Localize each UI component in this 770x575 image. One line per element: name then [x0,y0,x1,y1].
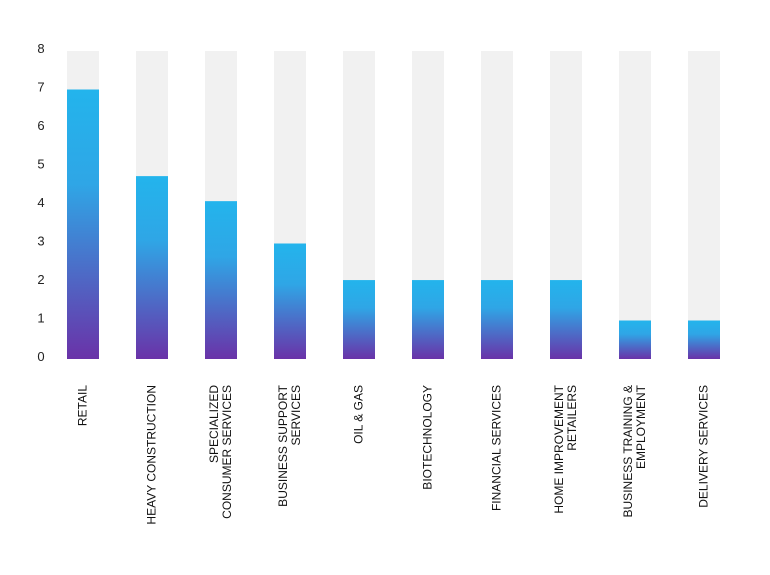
x-tick-label-line: BUSINESS SUPPORT [276,384,290,506]
x-tick-label: BUSINESS SUPPORT SERVICES [276,384,303,506]
y-tick-label: 8 [37,41,44,56]
x-tick-label-line: RETAILERS [565,385,579,451]
x-tick-label-line: BIOTECHNOLOGY [421,385,435,490]
y-tick-label: 5 [37,157,44,172]
bar [481,280,513,359]
bar [274,243,306,359]
x-tick-label-line: DELIVERY SERVICES [697,385,711,508]
x-tick-label-line: BUSINESS TRAINING & [621,385,635,517]
x-tick-label-line: SERVICES [289,385,303,445]
x-tick-label-line: FINANCIAL SERVICES [490,385,504,511]
y-tick-label: 6 [37,118,44,133]
x-tick-label-line: CONSUMER SERVICES [220,385,234,519]
bar [67,89,99,359]
x-tick-label: HEAVY CONSTRUCTION [145,385,159,525]
bar [619,320,651,359]
bar-track [688,51,720,359]
bars [67,89,720,359]
x-tick-label-line: RETAIL [76,385,90,426]
x-tick-label: SPECIALIZED CONSUMER SERVICES [207,385,234,519]
bar [205,201,237,359]
x-tick-label: HOME IMPROVEMENT RETAILERS [552,384,579,513]
bar [688,320,720,359]
x-tick-label-line: OIL & GAS [352,385,366,444]
x-tick-label-line: SPECIALIZED [207,385,221,463]
y-tick-label: 7 [37,80,44,95]
x-axis-labels: RETAIL HEAVY CONSTRUCTION SPECIALIZED CONSU… [76,384,711,524]
bar [343,280,375,359]
x-tick-label-line: EMPLOYMENT [634,384,648,469]
x-tick-label: RETAIL [76,385,90,426]
x-tick-label-line: HOME IMPROVEMENT [552,384,566,513]
y-tick-label: 0 [37,349,44,364]
bar-track [619,51,651,359]
bar [136,176,168,359]
x-tick-label: BUSINESS TRAINING & EMPLOYMENT [621,384,648,517]
y-tick-label: 1 [37,311,44,326]
bar [550,280,582,359]
y-axis: 0 1 2 3 4 5 6 7 8 [37,41,44,364]
y-tick-label: 2 [37,272,44,287]
x-tick-label: DELIVERY SERVICES [697,385,711,508]
y-tick-label: 3 [37,234,44,249]
y-tick-label: 4 [37,195,44,210]
x-tick-label: FINANCIAL SERVICES [490,385,504,511]
x-tick-label: BIOTECHNOLOGY [421,385,435,490]
x-tick-label: OIL & GAS [352,385,366,444]
x-tick-label-line: HEAVY CONSTRUCTION [145,385,159,525]
bar [412,280,444,359]
